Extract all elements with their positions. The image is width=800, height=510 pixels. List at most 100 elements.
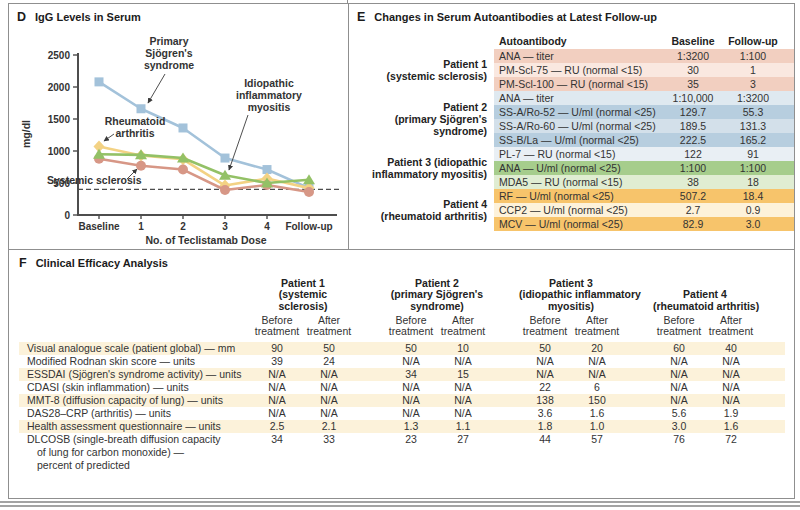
efficacy-value: N/A: [571, 368, 623, 381]
patient-header-row: Patient 1(systemicsclerosis)Patient 2(pr…: [19, 274, 785, 312]
figure-top-row: D IgG Levels in Serum 050010001500200025…: [9, 4, 794, 250]
autoantibody-row: PL-7 — RU (normal <15)12291: [494, 147, 794, 161]
efficacy-value: N/A: [385, 407, 437, 420]
followup-value: 3.0: [724, 217, 782, 231]
subcolumn-line: treatment: [251, 326, 303, 337]
baseline-value: 507.2: [662, 189, 724, 203]
efficacy-value: N/A: [437, 394, 489, 407]
panel-e: E Changes in Serum Autoantibodies at Lat…: [349, 4, 794, 249]
efficacy-value: 34: [251, 433, 303, 446]
subcolumn-header: Beforetreatment: [653, 315, 705, 337]
patient-column-header: Patient 4(rheumatoid arthritis): [653, 289, 757, 312]
efficacy-value: N/A: [705, 381, 757, 394]
annotation-primary-sj-gren-s-syndrome: PrimarySjögren'ssyndrome: [144, 35, 194, 103]
followup-value: 18.4: [724, 189, 782, 203]
efficacy-value: 1.6: [571, 407, 623, 420]
autoantibody-rows: ANA — titer1:10,0001:3200SS-A/Ro-52 — U/…: [494, 91, 794, 147]
followup-value: 131.3: [724, 119, 782, 133]
panel-d: D IgG Levels in Serum 050010001500200025…: [9, 4, 349, 249]
efficacy-label-line: of lung for carbon monoxide) —: [27, 446, 251, 459]
patient-column-header: Patient 1(systemicsclerosis): [251, 278, 355, 313]
efficacy-value: 33: [303, 433, 355, 446]
autoantibody-name: PM-Scl-75 — RU (normal <15): [494, 63, 662, 77]
efficacy-label-line: ESSDAI (Sjögren's syndrome activity) — u…: [27, 368, 251, 381]
efficacy-value: N/A: [251, 407, 303, 420]
followup-value: 91: [724, 147, 782, 161]
x-axis-label: No. of Teclistamab Dose: [145, 234, 266, 246]
efficacy-label-line: MMT-8 (diffusion capacity of lung) — uni…: [27, 394, 251, 407]
panel-d-title-row: D IgG Levels in Serum: [17, 10, 348, 24]
autoantibody-name: SS-A/Ro-52 — U/ml (normal <25): [494, 105, 662, 119]
efficacy-row-label: DAS28–CRP (arthritis) — units: [19, 407, 251, 420]
baseline-value: 82.9: [662, 217, 724, 231]
subcolumn-header: Aftertreatment: [437, 315, 489, 337]
autoantibody-name: ANA — U/ml (normal <25): [494, 161, 662, 175]
efficacy-value: 1.6: [705, 420, 757, 433]
header-spacer: [19, 315, 251, 337]
efficacy-value: 1.9: [705, 407, 757, 420]
efficacy-value: N/A: [437, 381, 489, 394]
patient-label: Patient 4(rheumatoid arthritis): [357, 189, 494, 231]
autoantibody-row: SS-A/Ro-60 — U/ml (normal <25)189.5131.3: [494, 119, 794, 133]
patient-label-line: Patient 2: [443, 101, 487, 113]
efficacy-value: 76: [653, 433, 705, 446]
efficacy-label-line: DLCOSB (single-breath diffusion capacity: [27, 433, 251, 446]
efficacy-value: 2.1: [303, 420, 355, 433]
efficacy-value: N/A: [303, 394, 355, 407]
efficacy-value: N/A: [519, 355, 571, 368]
autoantibody-row: CCP2 — U/ml (normal <25)2.70.9: [494, 203, 794, 217]
autoantibody-name: ANA — titer: [494, 49, 662, 63]
autoantibody-name: SS-B/La — U/ml (normal <25): [494, 133, 662, 147]
patient-label-line: (primary Sjögren's: [395, 113, 487, 125]
annotation-idiopathic-inflammatory-myositis: Idiopathicinflammatorymyositis: [229, 77, 302, 170]
efficacy-value: N/A: [705, 394, 757, 407]
igg-line-chart: 05001000150020002500Baseline1234Follow-u…: [17, 25, 351, 247]
marker-square: [179, 123, 188, 132]
patient-name-line: (idiopathic inflammatory: [519, 289, 623, 301]
efficacy-value: N/A: [705, 355, 757, 368]
baseline-value: 30: [662, 63, 724, 77]
followup-value: 1:3200: [724, 91, 782, 105]
efficacy-value: 150: [571, 394, 623, 407]
baseline-value: 1:3200: [662, 49, 724, 63]
efficacy-value: N/A: [385, 381, 437, 394]
subcolumn-header-row: BeforetreatmentAftertreatmentBeforetreat…: [19, 315, 785, 337]
marker-circle: [304, 187, 314, 197]
patient-label-line: Patient 4: [443, 198, 487, 210]
svg-text:PrimarySjögren'ssyndrome: PrimarySjögren'ssyndrome: [144, 35, 194, 71]
svg-text:Systemic sclerosis: Systemic sclerosis: [47, 174, 142, 186]
efficacy-value: 50: [303, 342, 355, 355]
autoantibody-row: MDA5 — RU (normal <15)3818: [494, 175, 794, 189]
efficacy-label-line: Visual analogue scale (patient global) —…: [27, 342, 251, 355]
efficacy-value: 60: [653, 342, 705, 355]
efficacy-value: 6: [571, 381, 623, 394]
x-tick-label: Baseline: [78, 221, 120, 232]
subcolumn-header: Aftertreatment: [303, 315, 355, 337]
patient-label: Patient 2(primary Sjögren'ssyndrome): [357, 91, 494, 147]
baseline-value: 189.5: [662, 119, 724, 133]
efficacy-value: 72: [705, 433, 757, 446]
efficacy-row-label: CDASI (skin inflammation) — units: [19, 381, 251, 394]
efficacy-value: 1.3: [385, 420, 437, 433]
efficacy-value: 1.0: [571, 420, 623, 433]
efficacy-row: DLCOSB (single-breath diffusion capacity…: [19, 433, 785, 472]
efficacy-row: ESSDAI (Sjögren's syndrome activity) — u…: [19, 368, 785, 381]
panel-f-title: Clinical Efficacy Analysis: [36, 257, 168, 269]
efficacy-row: Visual analogue scale (patient global) —…: [19, 342, 785, 355]
efficacy-value: N/A: [571, 355, 623, 368]
efficacy-label-line: DAS28–CRP (arthritis) — units: [27, 407, 251, 420]
column-header-baseline: Baseline: [662, 35, 724, 47]
efficacy-row-label: DLCOSB (single-breath diffusion capacity…: [19, 433, 251, 472]
efficacy-value: N/A: [653, 355, 705, 368]
subcolumn-line: treatment: [385, 326, 437, 337]
marker-circle: [136, 161, 146, 171]
efficacy-value: N/A: [251, 368, 303, 381]
efficacy-value: 40: [705, 342, 757, 355]
baseline-value: 1:10,000: [662, 91, 724, 105]
efficacy-value: 27: [437, 433, 489, 446]
efficacy-table-header: Patient 1(systemicsclerosis)Patient 2(pr…: [19, 274, 785, 337]
marker-square: [137, 104, 146, 113]
panel-d-letter: D: [17, 10, 26, 24]
efficacy-value: N/A: [303, 381, 355, 394]
subcolumn-line: treatment: [705, 326, 757, 337]
